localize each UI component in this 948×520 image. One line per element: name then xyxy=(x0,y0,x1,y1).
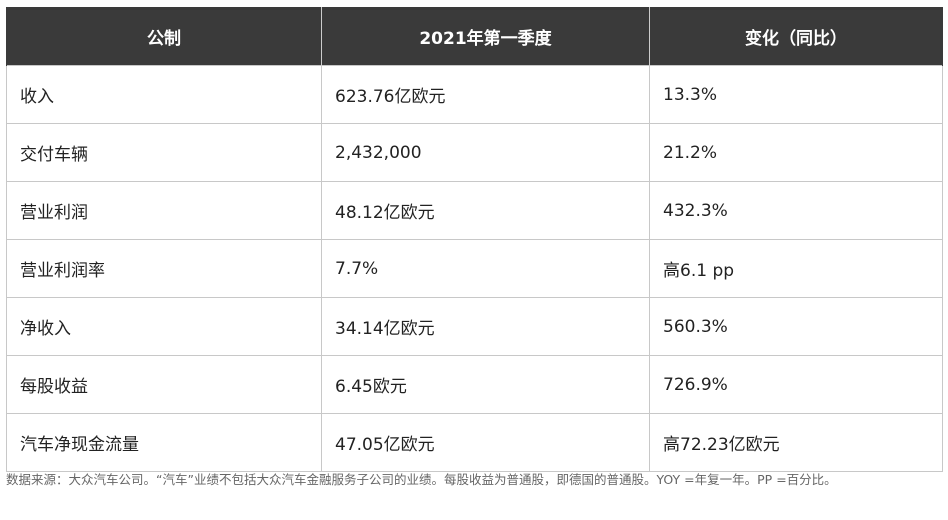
source-footnote: 数据来源：大众汽车公司。“汽车”业绩不包括大众汽车金融服务子公司的业绩。每股收益… xyxy=(6,472,837,487)
yoy-change-cell: 高6.1 pp xyxy=(649,239,943,298)
metric-cell: 交付车辆 xyxy=(6,123,322,182)
header-q1-2021: 2021年第一季度 xyxy=(321,7,650,66)
table-row: 汽车净现金流量 47.05亿欧元 高72.23亿欧元 xyxy=(6,413,943,472)
yoy-change-cell: 13.3% xyxy=(649,65,943,124)
table-row: 每股收益 6.45欧元 726.9% xyxy=(6,355,943,414)
q1-value-cell: 34.14亿欧元 xyxy=(321,297,650,356)
metric-cell: 营业利润 xyxy=(6,181,322,240)
metric-cell: 汽车净现金流量 xyxy=(6,413,322,472)
table-row: 营业利润 48.12亿欧元 432.3% xyxy=(6,181,943,240)
header-metric: 公制 xyxy=(6,7,322,66)
q1-value-cell: 48.12亿欧元 xyxy=(321,181,650,240)
q1-value-cell: 2,432,000 xyxy=(321,123,650,182)
metric-cell: 每股收益 xyxy=(6,355,322,414)
table-row: 净收入 34.14亿欧元 560.3% xyxy=(6,297,943,356)
financial-results-table-container: 公制 2021年第一季度 变化（同比） 收入 623.76亿欧元 13.3% 交… xyxy=(6,7,943,472)
yoy-change-cell: 21.2% xyxy=(649,123,943,182)
q1-value-cell: 623.76亿欧元 xyxy=(321,65,650,124)
metric-cell: 净收入 xyxy=(6,297,322,356)
table-row: 收入 623.76亿欧元 13.3% xyxy=(6,65,943,124)
table-header: 公制 2021年第一季度 变化（同比） xyxy=(6,7,943,66)
table-row: 交付车辆 2,432,000 21.2% xyxy=(6,123,943,182)
metric-cell: 营业利润率 xyxy=(6,239,322,298)
yoy-change-cell: 432.3% xyxy=(649,181,943,240)
header-row: 公制 2021年第一季度 变化（同比） xyxy=(6,7,943,66)
yoy-change-cell: 560.3% xyxy=(649,297,943,356)
yoy-change-cell: 高72.23亿欧元 xyxy=(649,413,943,472)
table-body: 收入 623.76亿欧元 13.3% 交付车辆 2,432,000 21.2% … xyxy=(6,65,943,472)
financial-results-table: 公制 2021年第一季度 变化（同比） 收入 623.76亿欧元 13.3% 交… xyxy=(6,7,943,472)
metric-cell: 收入 xyxy=(6,65,322,124)
yoy-change-cell: 726.9% xyxy=(649,355,943,414)
header-yoy-change: 变化（同比） xyxy=(649,7,943,66)
q1-value-cell: 7.7% xyxy=(321,239,650,298)
table-row: 营业利润率 7.7% 高6.1 pp xyxy=(6,239,943,298)
q1-value-cell: 47.05亿欧元 xyxy=(321,413,650,472)
q1-value-cell: 6.45欧元 xyxy=(321,355,650,414)
